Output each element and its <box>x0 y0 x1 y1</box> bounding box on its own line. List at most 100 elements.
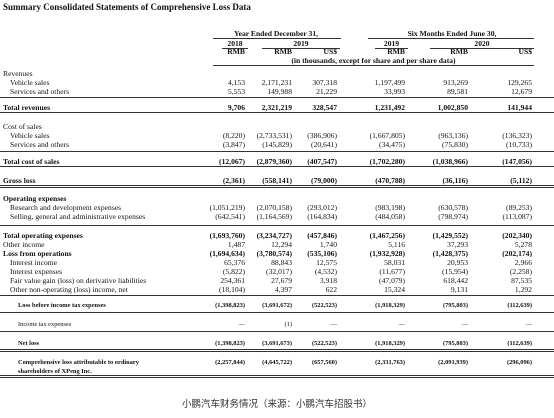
cell: (18,104) <box>219 285 245 294</box>
cell: 328,547 <box>312 103 337 112</box>
cell: (164,834) <box>307 212 337 221</box>
row-label: Total revenues <box>3 103 51 112</box>
rule <box>0 187 554 188</box>
cell: (147,056) <box>502 157 532 166</box>
cell: (11,677) <box>379 267 405 276</box>
cell: (1,398,823) <box>215 302 245 309</box>
cell: 1,487 <box>227 240 245 249</box>
row-label: Other non-operating (loss) income, net <box>10 285 128 294</box>
cell: — <box>461 321 468 328</box>
currency-header: RMB <box>227 47 245 56</box>
cell: (1,918,329) <box>375 302 405 309</box>
cell: (202,174) <box>502 249 532 258</box>
cell: (2,258) <box>509 267 532 276</box>
cell: (136,323) <box>502 131 532 140</box>
cell: 1,197,499 <box>374 78 405 87</box>
cell: — <box>525 321 532 328</box>
cell: (10,733) <box>506 140 532 149</box>
rule <box>0 375 554 376</box>
cell: (1,398,823) <box>215 340 245 347</box>
cell: 65,376 <box>224 258 245 267</box>
rule <box>262 48 340 49</box>
currency-header: RMB <box>387 47 405 56</box>
rule <box>0 112 554 113</box>
cell: — <box>330 321 337 328</box>
cell: (535,106) <box>307 249 337 258</box>
year-header: 2018 <box>227 39 243 48</box>
cell: (795,803) <box>442 302 468 309</box>
cell: (1,164,569) <box>256 212 292 221</box>
caption: 小鹏汽车财务情况（来源：小鹏汽车招股书） <box>181 399 372 410</box>
rule <box>213 65 534 66</box>
row-label: Services and others <box>10 87 70 96</box>
cell: (79,000) <box>311 176 337 185</box>
cell: 9,706 <box>227 103 245 112</box>
rule <box>0 185 554 186</box>
period-header: Year Ended December 31, <box>233 29 319 38</box>
cell: (8,220) <box>222 131 245 140</box>
cell: (75,830) <box>442 140 468 149</box>
cell: 4,397 <box>274 285 292 294</box>
rule <box>0 97 554 98</box>
cell: — <box>398 321 405 328</box>
cell: 12,679 <box>511 87 532 96</box>
cell: (4,645,722) <box>262 359 292 366</box>
cell: (1,428,375) <box>432 249 468 258</box>
row-label: Total operating expenses <box>3 231 83 240</box>
cell: (1,038,966) <box>432 157 468 166</box>
cell: 307,318 <box>312 78 337 87</box>
cell: (2,070,158) <box>256 203 292 212</box>
cell: 15,324 <box>384 285 405 294</box>
cell: (558,141) <box>262 176 292 185</box>
cell: 89,581 <box>447 87 468 96</box>
cell: (3,691,672) <box>262 302 292 309</box>
cell: (47,079) <box>379 276 405 285</box>
cell: 618,442 <box>443 276 468 285</box>
cell: 4,153 <box>227 78 245 87</box>
cell: (112,639) <box>507 340 532 347</box>
cell: (484,058) <box>375 212 405 221</box>
cell: 1,740 <box>319 240 337 249</box>
cell: 254,361 <box>220 276 245 285</box>
row-label: Loss before income tax expenses <box>18 302 106 309</box>
cell: (2,257,844) <box>215 359 245 366</box>
row-label: Total cost of sales <box>3 157 60 166</box>
row-label: Comprehensive loss attributable to ordin… <box>18 359 139 375</box>
cell: 9,131 <box>450 285 468 294</box>
row-label: Services and others <box>10 140 70 149</box>
year-header: 2019 <box>383 39 400 48</box>
cell: (3,847) <box>222 140 245 149</box>
cell: (113,087) <box>502 212 532 221</box>
rule <box>0 151 554 152</box>
row-label: Other income <box>3 240 45 249</box>
rule <box>375 48 408 49</box>
row-label: Vehicle sales <box>10 78 50 87</box>
cell: (1) <box>284 321 292 328</box>
cell: — <box>238 321 245 328</box>
note: (in thousands, except for share and per … <box>291 56 456 65</box>
cell: 58,031 <box>384 258 405 267</box>
cell: 87,535 <box>511 276 532 285</box>
rule <box>0 225 554 226</box>
year-header: 2020 <box>474 39 490 48</box>
row-label: Gross loss <box>3 176 36 185</box>
rule <box>0 295 554 296</box>
cell: (642,541) <box>215 212 245 221</box>
cell: (407,547) <box>307 157 337 166</box>
cell: (630,578) <box>438 203 468 212</box>
cell: (1,918,329) <box>375 340 405 347</box>
cell: (1,051,219) <box>209 203 245 212</box>
cell: (112,639) <box>507 302 532 309</box>
cell: 1,231,492 <box>374 103 405 112</box>
cell: 622 <box>325 285 337 294</box>
row-label: Vehicle sales <box>10 131 50 140</box>
cell: 5,116 <box>388 240 405 249</box>
cell: (795,803) <box>442 340 468 347</box>
cell: (296,096) <box>506 359 532 366</box>
cell: (34,475) <box>379 140 405 149</box>
cell: (3,780,574) <box>256 249 292 258</box>
cell: 27,679 <box>271 276 292 285</box>
currency-header: RMB <box>450 47 468 56</box>
cell: (2,733,531) <box>256 131 292 140</box>
